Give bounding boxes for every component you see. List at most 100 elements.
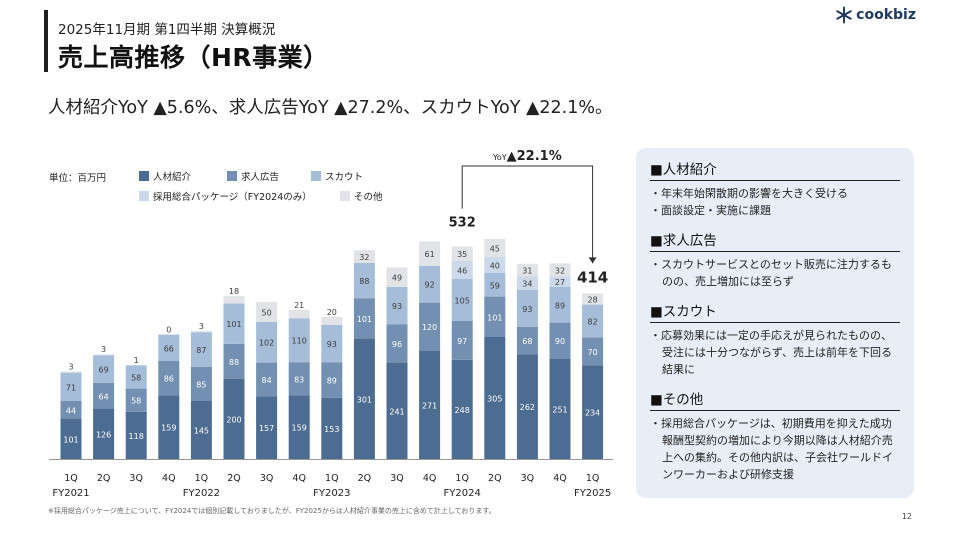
bar-segment — [353, 263, 375, 299]
data-label: 3 — [199, 322, 204, 331]
legend-swatch — [139, 191, 149, 201]
data-label: 90 — [555, 337, 565, 346]
bar-segment — [93, 383, 115, 409]
data-label: 61 — [425, 250, 435, 259]
data-label: 118 — [129, 432, 144, 441]
bullet-item: ・採用総合パッケージは、初期費用を抑えた成功報酬型契約の増加により今期以降は人材… — [650, 417, 893, 481]
bar-segment — [549, 287, 571, 323]
legend-label: 求人広告 — [241, 171, 279, 183]
bar-segment — [451, 359, 473, 459]
bar-segment — [223, 303, 245, 344]
bar-segment — [288, 395, 310, 459]
bar-segment — [419, 265, 441, 303]
page-title: 売上高推移（HR事業） — [58, 43, 329, 72]
data-label: 101 — [487, 313, 502, 322]
bar-segment — [451, 246, 473, 261]
bar-segment — [386, 267, 408, 287]
bar-segment — [288, 309, 310, 319]
data-label: 71 — [66, 383, 76, 392]
bar-segment — [353, 298, 375, 339]
section-title: ■スカウト — [650, 300, 900, 323]
data-label: 27 — [555, 278, 565, 287]
fiscal-year-label: FY2024 — [444, 488, 481, 499]
bar-segment — [93, 408, 115, 459]
data-label: 93 — [522, 305, 532, 314]
data-label: 32 — [555, 266, 565, 275]
data-label: 58 — [131, 374, 141, 383]
data-label: 87 — [196, 346, 206, 355]
bar-segment — [451, 260, 473, 279]
data-label: 248 — [455, 406, 470, 415]
page-number: 12 — [901, 512, 912, 521]
bar-segment — [582, 304, 604, 338]
bar-segment — [549, 263, 571, 277]
bar-segment — [321, 362, 343, 398]
bar-segment — [549, 322, 571, 359]
bar-segment — [353, 338, 375, 459]
data-label: 82 — [588, 318, 598, 327]
bar-segment — [484, 257, 506, 273]
section-placement: ■人材紹介 ・年末年始閑散期の影響を大きく受ける ・面談設定・実施に課題 — [650, 158, 900, 219]
section-title: ■その他 — [650, 388, 900, 411]
section-title: ■求人広告 — [650, 229, 900, 252]
bar-segment — [451, 279, 473, 321]
x-tick-label: 1Q — [64, 473, 78, 484]
bar-segment — [516, 289, 538, 327]
section-title: ■人材紹介 — [650, 158, 900, 181]
bar-segment — [582, 293, 604, 305]
data-label: 20 — [327, 308, 337, 317]
bullet-item: ・応募効果には一定の手応えが見られたものの、受注には十分つながらず、売上は前年を… — [650, 329, 893, 376]
data-label: 159 — [292, 424, 307, 433]
bullet-item: ・年末年始閑散期の影響を大きく受ける — [650, 187, 848, 200]
data-label: 200 — [226, 416, 241, 425]
bar-segment — [516, 327, 538, 355]
data-label: 89 — [327, 377, 337, 386]
data-label: 157 — [259, 424, 274, 433]
x-tick-label: 3Q — [129, 473, 143, 484]
data-label: 86 — [164, 375, 174, 384]
section-other: ■その他 ・採用総合パッケージは、初期費用を抑えた成功報酬型契約の増加により今期… — [650, 388, 900, 483]
bar-segment — [321, 317, 343, 325]
data-label: 105 — [455, 297, 470, 306]
section-job-ads: ■求人広告 ・スカウトサービスとのセット販売に注力するものの、売上増加には至らず — [650, 229, 900, 290]
x-tick-label: 1Q — [325, 473, 339, 484]
data-label: 70 — [588, 348, 598, 357]
data-label: 102 — [259, 339, 274, 348]
bar-segment — [125, 388, 147, 412]
data-label: 35 — [457, 250, 467, 259]
yoy-annotation: YoY▲22.1% — [492, 149, 562, 164]
data-label: 1 — [134, 356, 139, 365]
bullet-item: ・面談設定・実施に課題 — [650, 204, 771, 217]
data-label: 96 — [392, 340, 402, 349]
commentary-panel: ■人材紹介 ・年末年始閑散期の影響を大きく受ける ・面談設定・実施に課題 ■求人… — [636, 148, 914, 498]
bar-segment — [60, 401, 82, 419]
data-label: 301 — [357, 395, 372, 404]
bar-segment — [256, 396, 278, 459]
logo: cookbiz — [835, 6, 916, 24]
data-label: 58 — [131, 397, 141, 406]
bar-segment — [516, 263, 538, 277]
fiscal-year-label: FY2023 — [313, 488, 350, 499]
x-tick-label: 4Q — [553, 473, 567, 484]
bar-segment — [158, 361, 180, 396]
bar-segment — [321, 325, 343, 363]
legend-swatch — [139, 171, 149, 181]
data-label: 50 — [262, 308, 272, 317]
yoy-bracket-line — [461, 165, 594, 264]
x-tick-label: 1Q — [455, 473, 469, 484]
total-label: 414 — [577, 268, 608, 286]
data-label: 153 — [324, 425, 339, 434]
bar-segment — [223, 379, 245, 459]
bar-segment — [484, 337, 506, 459]
data-label: 49 — [392, 274, 402, 283]
bar-segment — [484, 239, 506, 257]
bar-segment — [419, 302, 441, 351]
fiscal-year-label: FY2022 — [183, 488, 220, 499]
bar-segment — [353, 250, 375, 263]
x-tick-label: 3Q — [260, 473, 274, 484]
bar-segment — [386, 324, 408, 363]
bar-segment — [158, 395, 180, 459]
data-label: 101 — [226, 320, 241, 329]
legend-label: その他 — [354, 191, 383, 203]
